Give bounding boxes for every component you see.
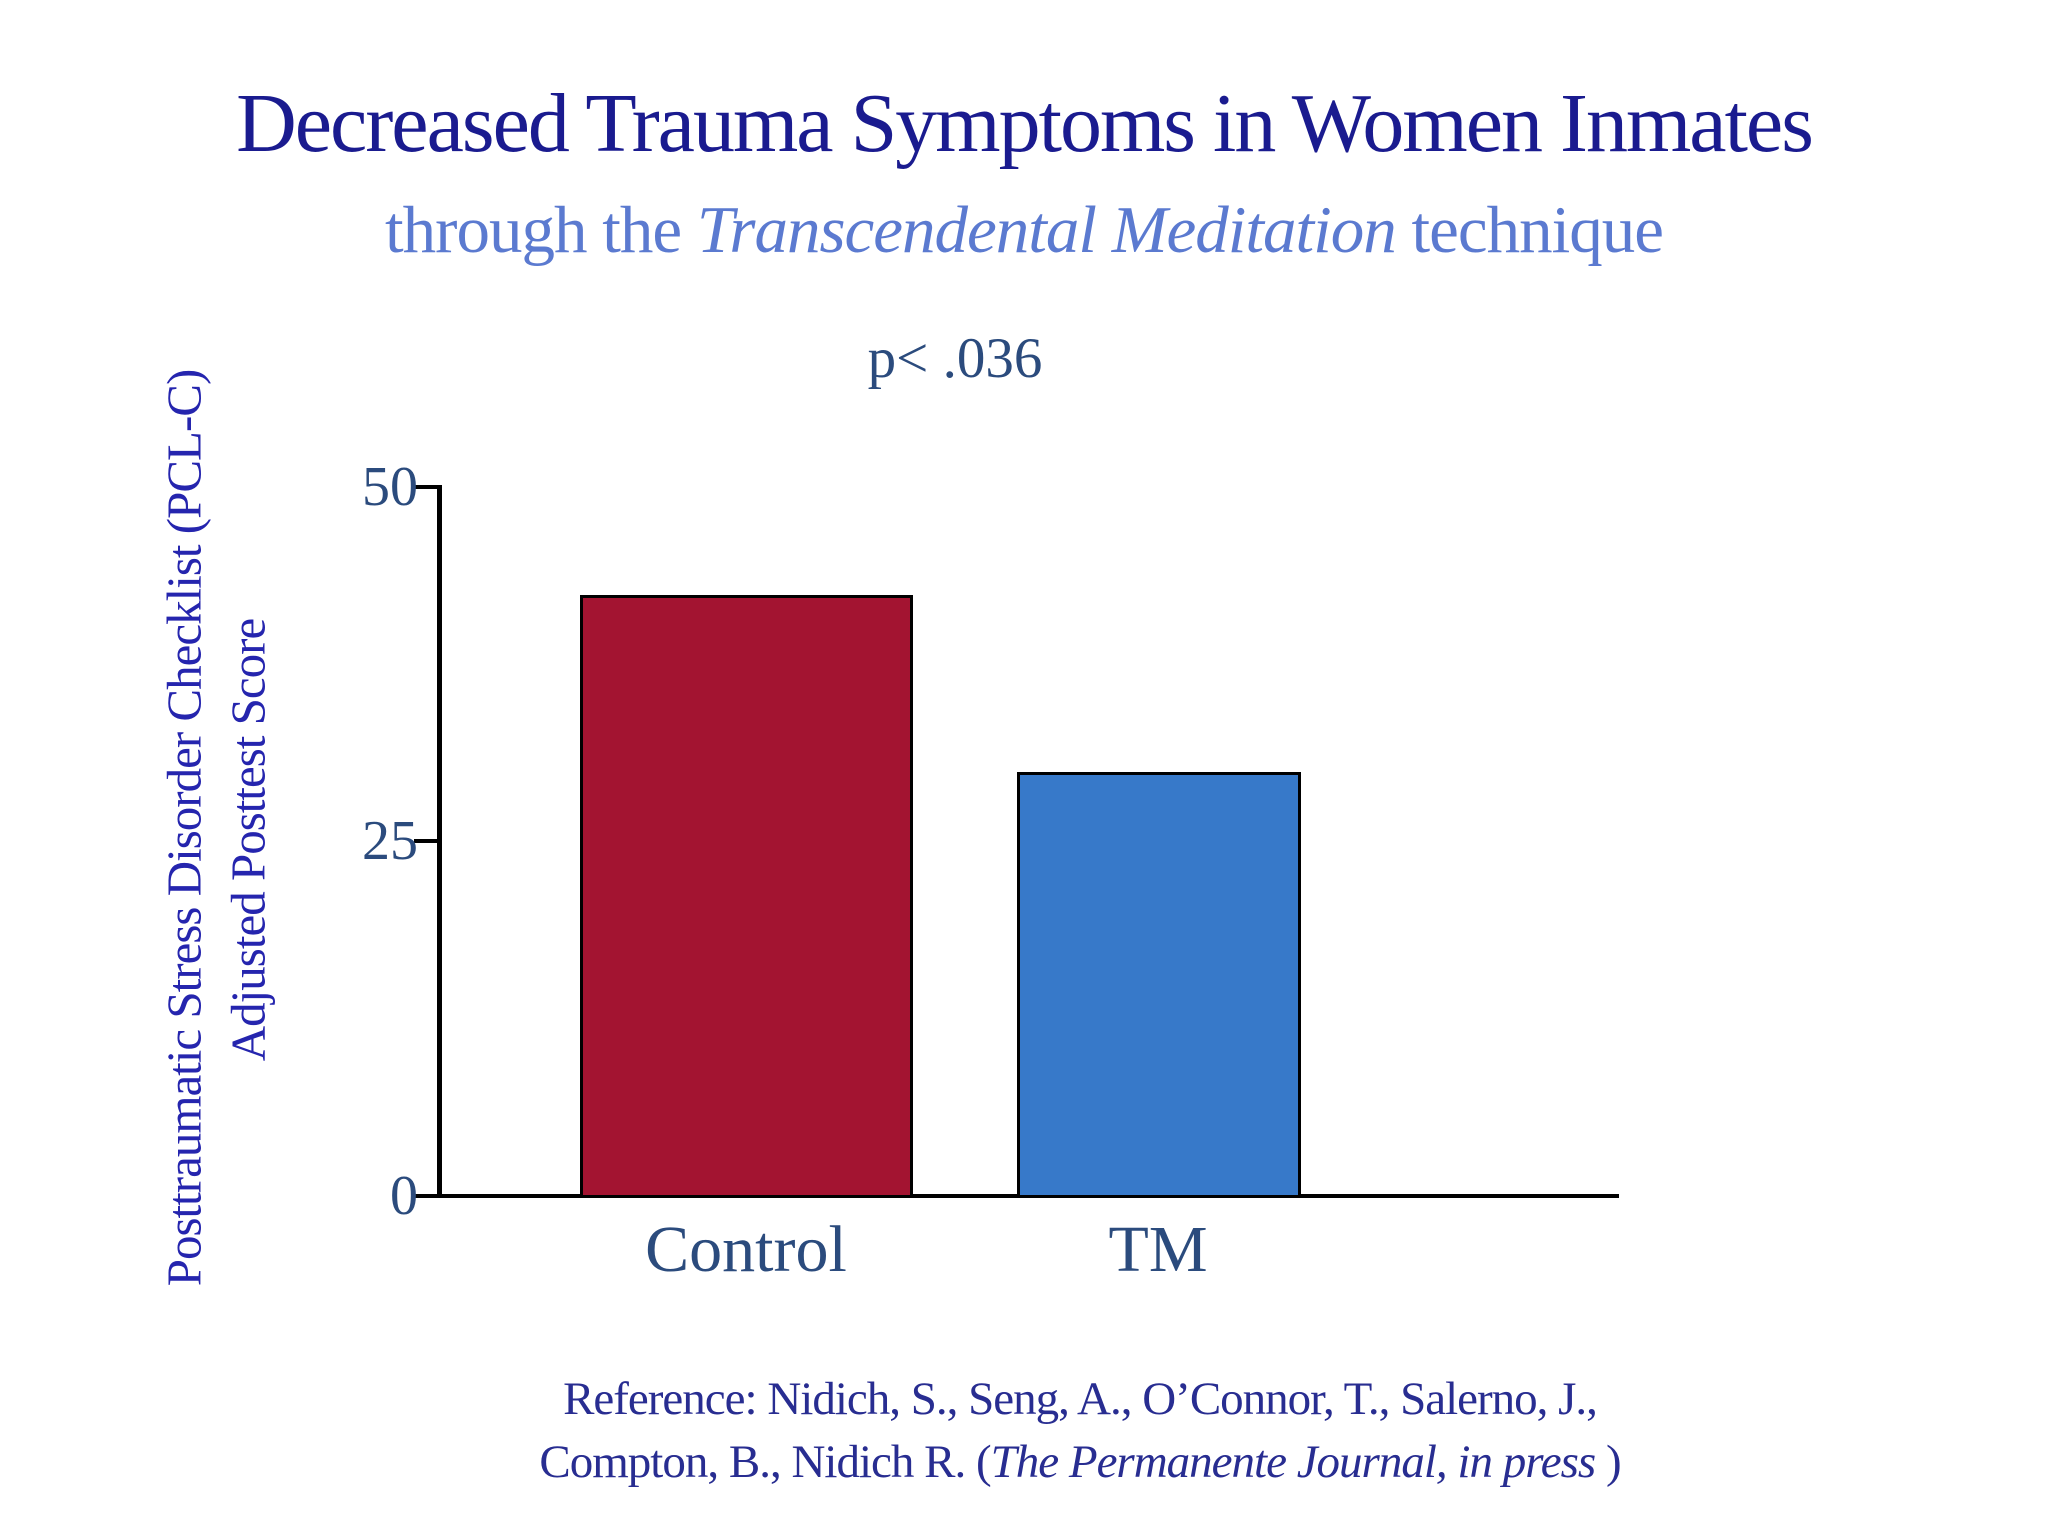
reference-line2-post: ) <box>1595 1436 1622 1488</box>
y-axis-title-line2: Adjusted Posttest Score <box>220 618 276 1062</box>
y-tick-25 <box>414 839 438 843</box>
bar-tm <box>1017 772 1301 1198</box>
category-label-control: Control <box>645 1213 847 1286</box>
y-axis-title-line1: Posttraumatic Stress Disorder Checklist … <box>156 369 212 1287</box>
y-tick-label-25: 25 <box>362 810 418 872</box>
y-tick-50 <box>414 485 438 489</box>
subtitle-post: technique <box>1395 193 1664 267</box>
y-tick-label-50: 50 <box>362 456 418 518</box>
p-value-annotation: p< .036 <box>867 327 1043 390</box>
subtitle-italic: Transcendental Meditation <box>696 193 1397 267</box>
reference-line2-pre: Compton, B., Nidich R. ( <box>539 1436 991 1488</box>
y-axis-line <box>437 485 442 1198</box>
reference-citation: Reference: Nidich, S., Seng, A., O’Conno… <box>404 1368 1756 1494</box>
y-tick-0 <box>414 1194 438 1198</box>
page-subtitle: through the Transcendental Meditation te… <box>0 192 2048 269</box>
y-tick-label-0: 0 <box>390 1165 418 1227</box>
subtitle-pre: through the <box>385 193 697 267</box>
category-label-tm: TM <box>1108 1213 1208 1286</box>
page-title: Decreased Trauma Symptoms in Women Inmat… <box>236 77 1814 170</box>
reference-line2: Compton, B., Nidich R. (The Permanente J… <box>404 1431 1756 1494</box>
reference-line1: Reference: Nidich, S., Seng, A., O’Conno… <box>563 1373 1598 1425</box>
bar-control <box>580 595 913 1198</box>
reference-line2-italic: The Permanente Journal, in press <box>990 1436 1597 1488</box>
